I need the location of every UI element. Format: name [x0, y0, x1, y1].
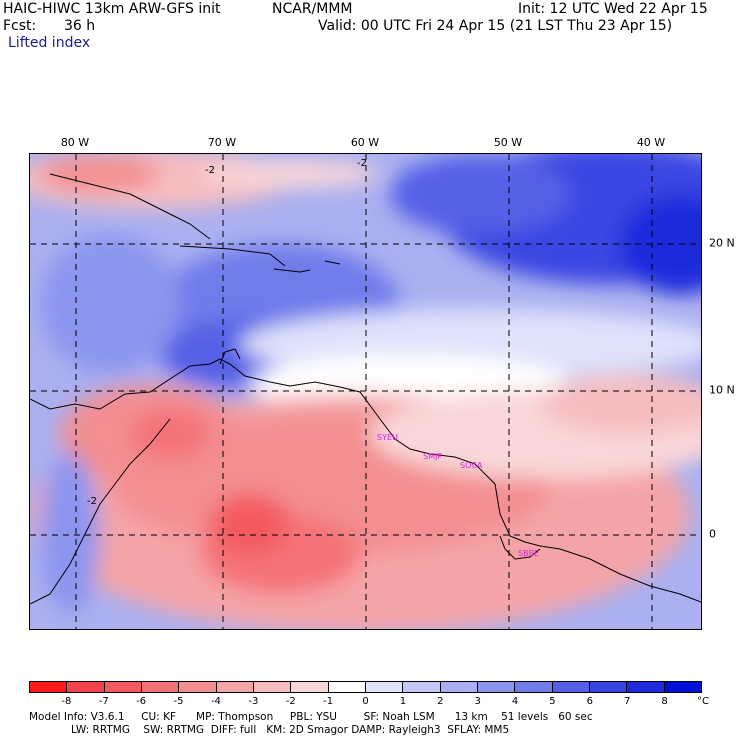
colorbar-tick-label: 1: [399, 696, 407, 707]
colorbar-swatch: [664, 682, 701, 692]
valid-time: Valid: 00 UTC Fri 24 Apr 15 (21 LST Thu …: [318, 18, 673, 34]
colorbar-swatch: [477, 682, 516, 692]
colorbar-tick-label: -8: [61, 696, 72, 707]
colorbar-tick-label: 0: [362, 696, 369, 707]
colorbar-swatch: [30, 682, 68, 692]
lat-label-20n: 20 N: [709, 236, 735, 250]
colorbar: [29, 681, 702, 693]
lifted-index-field: -2 -2 -2: [30, 154, 701, 629]
colorbar-tick-label: 7: [624, 696, 631, 707]
station-label: SYEU: [377, 433, 398, 442]
colorbar-tick-label: 6: [586, 696, 594, 707]
colorbar-tick-label: 2: [437, 696, 444, 707]
station-label: SOCA: [460, 461, 483, 470]
colorbar-tick-label: 4: [511, 696, 519, 707]
colorbar-swatch: [627, 682, 665, 692]
colorbar-tick-label: -7: [98, 696, 109, 707]
fcst-value: 36 h: [64, 18, 96, 34]
colorbar-tick-label: 3: [474, 696, 481, 707]
colorbar-swatch: [440, 682, 478, 692]
lon-label-40w: 40 W: [636, 136, 666, 149]
lon-label-80w: 80 W: [60, 136, 90, 149]
map-panel: -2 -2 -2 SYEU SMJP SOCA SBBE: [29, 153, 702, 630]
lat-label-10n: 10 N: [709, 383, 735, 397]
colorbar-swatch: [515, 682, 553, 692]
colorbar-swatch: [141, 682, 180, 692]
colorbar-swatch: [403, 682, 441, 692]
model-info-line2: LW: RRTMG SW: RRTMG DIFF: full KM: 2D Sm…: [71, 724, 510, 736]
colorbar-swatch: [253, 682, 292, 692]
lon-label-50w: 50 W: [493, 136, 523, 149]
colorbar-tick-label: -5: [173, 696, 184, 707]
colorbar-tick-label: -2: [285, 696, 296, 707]
colorbar-swatch: [291, 682, 329, 692]
colorbar-swatch: [216, 682, 254, 692]
colorbar-swatch: [365, 682, 404, 692]
field-name: Lifted index: [8, 35, 91, 51]
model-title: HAIC-HIWC 13km ARW-GFS init: [3, 1, 221, 17]
station-label: SMJP: [423, 452, 443, 461]
init-time: Init: 12 UTC Wed 22 Apr 15: [518, 1, 708, 17]
colorbar-tick-label: -4: [210, 696, 221, 707]
contour-label: -2: [205, 165, 215, 176]
colorbar-swatch: [67, 682, 105, 692]
station-label: SBBE: [518, 549, 540, 558]
colorbar-swatch: [552, 682, 590, 692]
colorbar-swatch: [328, 682, 366, 692]
org-label: NCAR/MMM: [272, 1, 353, 17]
colorbar-swatch: [179, 682, 217, 692]
colorbar-swatch: [104, 682, 142, 692]
contour-label: -2: [87, 496, 97, 507]
model-info-line1: Model Info: V3.6.1 CU: KF MP: Thompson P…: [29, 711, 593, 723]
colorbar-tick-label: -3: [248, 696, 259, 707]
fcst-label: Fcst:: [3, 18, 37, 34]
lat-label-0: 0: [709, 527, 716, 541]
colorbar-tick-label: -1: [323, 696, 334, 707]
lon-label-70w: 70 W: [207, 136, 237, 149]
colorbar-unit: °C: [697, 696, 709, 707]
contour-label: -2: [357, 158, 367, 169]
colorbar-tick-label: 5: [549, 696, 556, 707]
colorbar-tick-label: -6: [136, 696, 147, 707]
colorbar-swatch: [589, 682, 628, 692]
colorbar-tick-label: 8: [661, 696, 668, 707]
lon-label-60w: 60 W: [350, 136, 380, 149]
